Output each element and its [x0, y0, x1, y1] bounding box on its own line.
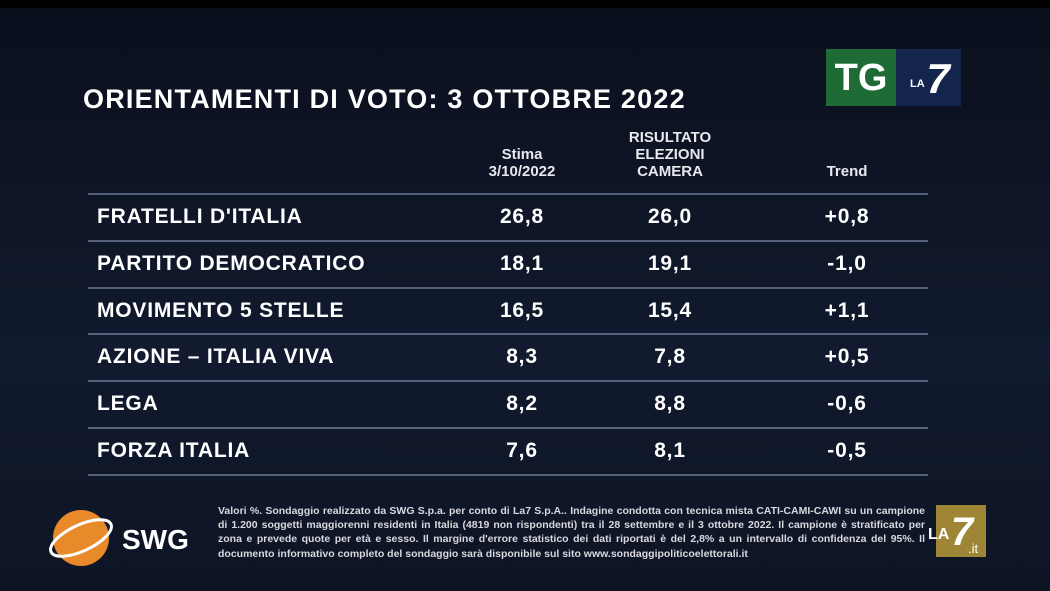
la7-corner-logo: LA 7 .it: [928, 505, 986, 557]
value-cell: 7,8: [654, 345, 686, 369]
header-line: CAMERA: [637, 163, 703, 180]
la-text: LA: [910, 78, 925, 90]
value-cell: +0,8: [824, 205, 870, 228]
corner-it: .it: [968, 541, 979, 556]
party-name: PARTITO DEMOCRATICO: [97, 251, 366, 275]
seven-text: 7: [926, 55, 951, 102]
row-rule: [88, 473, 928, 476]
value-cell: -0,6: [827, 392, 867, 416]
tg-logo: TG LA 7: [826, 49, 961, 106]
row-rule: [88, 286, 928, 289]
title: ORIENTAMENTI DI VOTO: 3 OTTOBRE 2022: [83, 84, 686, 114]
party-name: LEGA: [97, 392, 159, 416]
value-cell: 26,8: [499, 205, 545, 228]
header-line: Stima: [501, 146, 543, 163]
header-line: RISULTATO: [628, 129, 712, 146]
value-cell: 19,1: [647, 251, 693, 275]
row-rule: [88, 333, 928, 336]
row-rule: [88, 380, 928, 383]
party-name: MOVIMENTO 5 STELLE: [97, 298, 345, 322]
footnote: Valori %. Sondaggio realizzato da SWG S.…: [218, 505, 925, 560]
value-cell: 8,2: [506, 392, 538, 416]
value-cell: 15,4: [647, 298, 693, 322]
column-header: RISULTATO ELEZIONI CAMERA: [585, 129, 755, 180]
party-name: AZIONE – ITALIA VIVA: [97, 345, 335, 369]
value-cell: -1,0: [827, 251, 867, 275]
top-bar: [0, 0, 1050, 8]
header-line: ELEZIONI: [635, 146, 705, 163]
header-line: 3/10/2022: [488, 163, 556, 180]
party-name: FRATELLI D'ITALIA: [97, 205, 303, 228]
swg-logo: SWG: [49, 510, 189, 566]
value-cell: 26,0: [647, 205, 693, 228]
column-header: Stima 3/10/2022: [437, 146, 607, 180]
value-cell: 8,1: [654, 439, 686, 462]
value-cell: 8,3: [506, 345, 538, 369]
value-cell: 8,8: [654, 392, 686, 416]
value-cell: +1,1: [824, 298, 870, 322]
row-rule: [88, 193, 928, 195]
row-rule: [88, 427, 928, 429]
header-line: Trend: [826, 163, 868, 180]
value-cell: +0,5: [824, 345, 870, 369]
value-cell: -0,5: [827, 439, 867, 462]
value-cell: 18,1: [499, 251, 545, 275]
swg-text: SWG: [122, 524, 189, 555]
tg-text: TG: [835, 57, 888, 99]
column-header: Trend: [762, 163, 932, 180]
corner-seven: 7: [951, 510, 975, 554]
corner-la: LA: [928, 526, 950, 543]
party-name: FORZA ITALIA: [97, 439, 251, 462]
row-rule: [88, 239, 928, 242]
value-cell: 7,6: [506, 439, 538, 462]
value-cell: 16,5: [499, 298, 545, 322]
